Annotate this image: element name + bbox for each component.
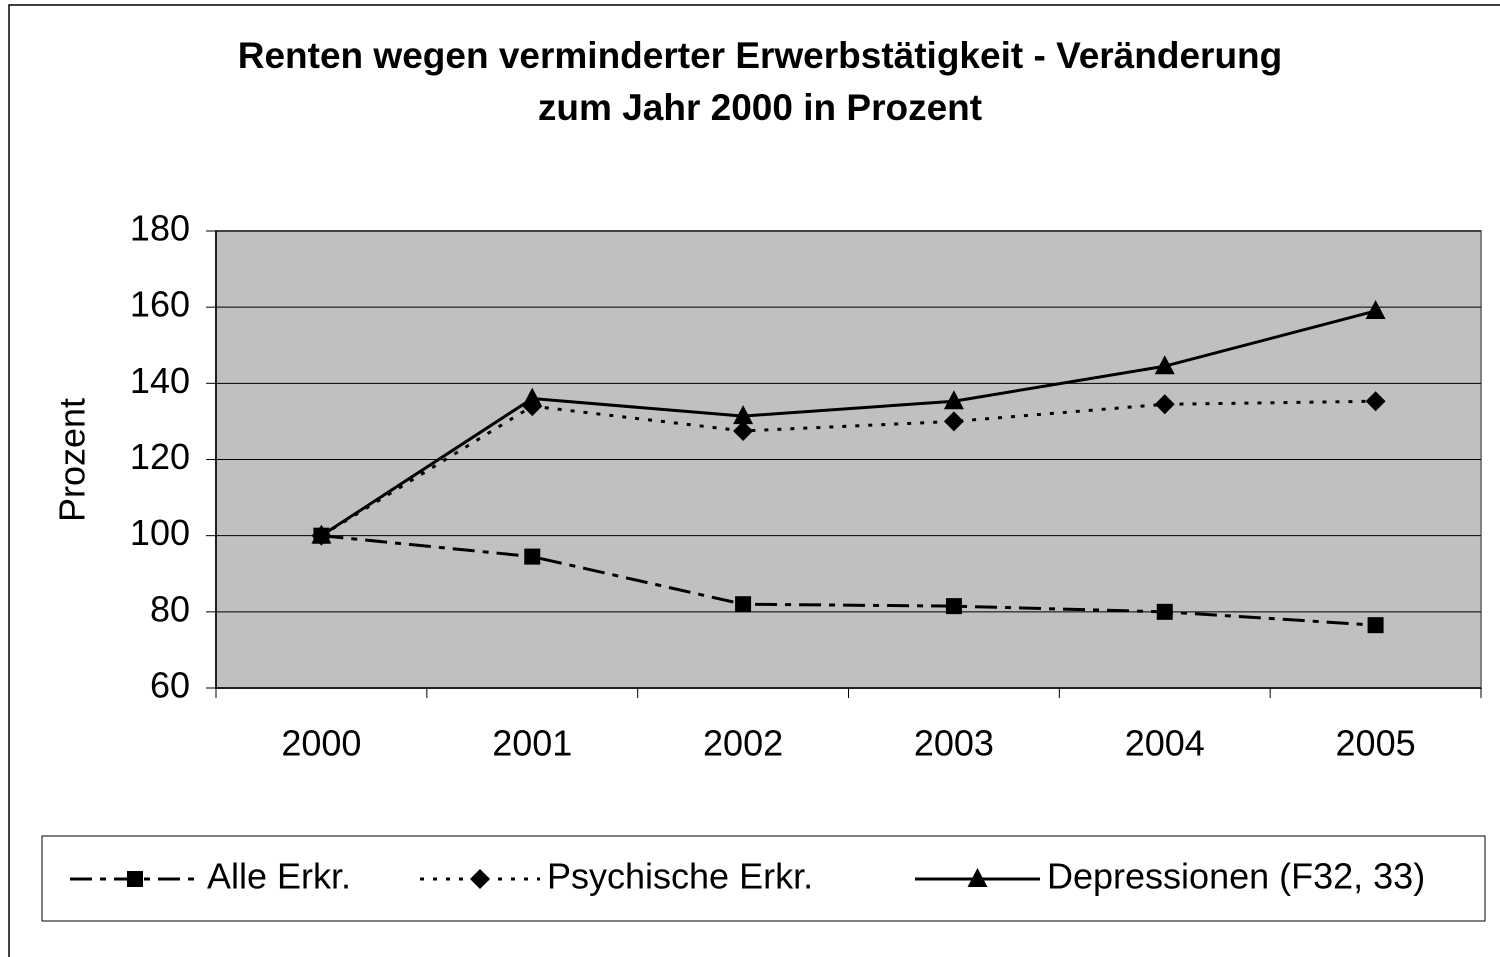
x-tick-label: 2003 (914, 723, 994, 764)
chart-title: zum Jahr 2000 in Prozent (538, 87, 982, 128)
marker (1365, 391, 1386, 412)
y-tick-label: 120 (130, 436, 190, 477)
marker (943, 411, 964, 432)
marker (733, 405, 754, 425)
series-line (320, 309, 1376, 537)
marker (1154, 355, 1175, 375)
y-tick-label: 140 (130, 360, 190, 401)
legend (41, 835, 1486, 922)
x-tick-label: 2001 (492, 723, 572, 764)
chart-title: Renten wegen verminderter Erwerbstätigke… (238, 35, 1283, 76)
y-axis-label: Prozent (52, 398, 93, 522)
marker (311, 524, 332, 544)
marker (522, 387, 543, 407)
y-tick-label: 160 (130, 284, 190, 325)
legend-marker (967, 868, 988, 887)
x-tick-label: 2005 (1336, 723, 1416, 764)
legend-label: Alle Erkr. (207, 856, 351, 897)
x-tick-label: 2000 (281, 723, 361, 764)
marker (1154, 394, 1175, 415)
y-tick-label: 100 (130, 512, 190, 553)
marker (735, 596, 752, 613)
y-tick-label: 60 (150, 665, 190, 706)
x-tick-label: 2004 (1125, 723, 1205, 764)
marker (524, 548, 541, 565)
legend-label: Depressionen (F32, 33) (1047, 856, 1425, 897)
legend-marker (470, 869, 490, 889)
marker (1367, 617, 1384, 634)
marker (945, 598, 962, 615)
series-line (321, 534, 1376, 627)
marker (1156, 603, 1173, 620)
marker (1365, 299, 1386, 319)
marker (733, 420, 754, 441)
x-tick-label: 2002 (703, 723, 783, 764)
y-tick-label: 80 (150, 588, 190, 629)
legend-marker (127, 871, 143, 887)
y-tick-label: 180 (130, 208, 190, 249)
legend-label: Psychische Erkr. (547, 856, 813, 897)
marker (943, 390, 964, 410)
